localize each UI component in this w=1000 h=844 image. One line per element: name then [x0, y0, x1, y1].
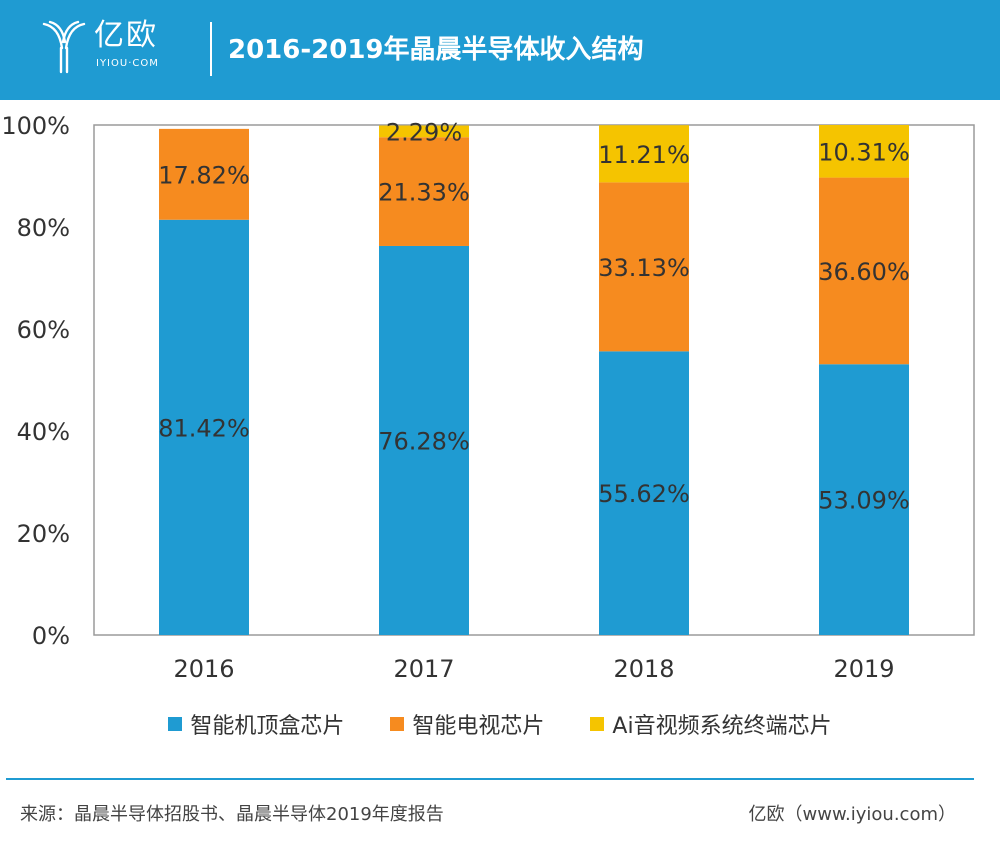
legend-swatch-ai: [590, 717, 605, 731]
bar-segment: [379, 125, 469, 138]
header-divider: [210, 22, 212, 76]
legend-label-stb: 智能机顶盒芯片: [190, 714, 345, 739]
bar-segment: [819, 125, 909, 178]
bar-segment: [159, 219, 249, 635]
header-bar: 亿欧 IYIOU·COM 2016-2019年晶晨半导体收入结构: [0, 0, 1000, 100]
page-title: 2016-2019年晶晨半导体收入结构: [228, 35, 644, 65]
legend-item-tv: 智能电视芯片: [390, 708, 544, 740]
bar-segment: [599, 351, 689, 635]
plot-frame: [93, 124, 975, 636]
data-label: 21.33%: [378, 179, 470, 207]
logo-subtitle: IYIOU·COM: [96, 58, 159, 69]
bar-segment: [159, 128, 249, 220]
y-tick-label: 100%: [1, 112, 70, 140]
stacked-bar-chart: 0% 20% 40% 60% 80% 100% 81.42% 17.82% 2016 76.28%…: [1, 112, 975, 683]
legend-label-tv: 智能电视芯片: [412, 714, 545, 739]
legend-swatch-tv: [390, 717, 405, 731]
y-tick-label: 40%: [17, 418, 70, 446]
bar-segment: [819, 364, 909, 635]
data-label: 55.62%: [598, 480, 690, 508]
data-label: 2.29%: [386, 118, 462, 146]
bar-segment: [379, 245, 469, 636]
y-tick-label: 80%: [17, 214, 70, 242]
legend-item-ai: Ai音视频系统终端芯片: [590, 708, 832, 740]
logo: 亿欧 IYIOU·COM: [40, 14, 190, 86]
bar-segment: [599, 125, 689, 183]
x-tick-label: 2019: [833, 655, 894, 683]
y-tick-label: 60%: [17, 316, 70, 344]
data-label: 10.31%: [818, 138, 910, 166]
data-label: 33.13%: [598, 254, 690, 282]
logo-name: 亿欧: [94, 18, 158, 53]
data-label: 53.09%: [818, 487, 910, 515]
data-label: 81.42%: [158, 414, 250, 442]
footer-divider: [6, 778, 974, 780]
bar-segment: [819, 177, 909, 365]
legend-swatch-stb: [168, 717, 183, 731]
legend-item-stb: 智能机顶盒芯片: [168, 708, 344, 740]
data-label: 76.28%: [378, 427, 470, 455]
y-tick-label: 0%: [32, 622, 70, 650]
data-label: 11.21%: [598, 141, 690, 169]
data-label: 17.82%: [158, 161, 250, 189]
y-tick-label: 20%: [17, 520, 70, 548]
bar-segment: [379, 137, 469, 246]
x-tick-label: 2018: [613, 655, 674, 683]
source-note: 来源：晶晨半导体招股书、晶晨半导体2019年度报告: [20, 804, 444, 825]
data-label: 36.60%: [818, 258, 910, 286]
brand-credit: 亿欧（www.iyiou.com）: [748, 804, 956, 825]
logo-icon: [42, 20, 86, 74]
x-tick-label: 2017: [393, 655, 454, 683]
x-tick-label: 2016: [173, 655, 234, 683]
chart-legend: 智能机顶盒芯片 智能电视芯片 Ai音视频系统终端芯片: [0, 708, 1000, 740]
legend-label-ai: Ai音视频系统终端芯片: [612, 714, 832, 739]
bar-segment: [599, 182, 689, 352]
